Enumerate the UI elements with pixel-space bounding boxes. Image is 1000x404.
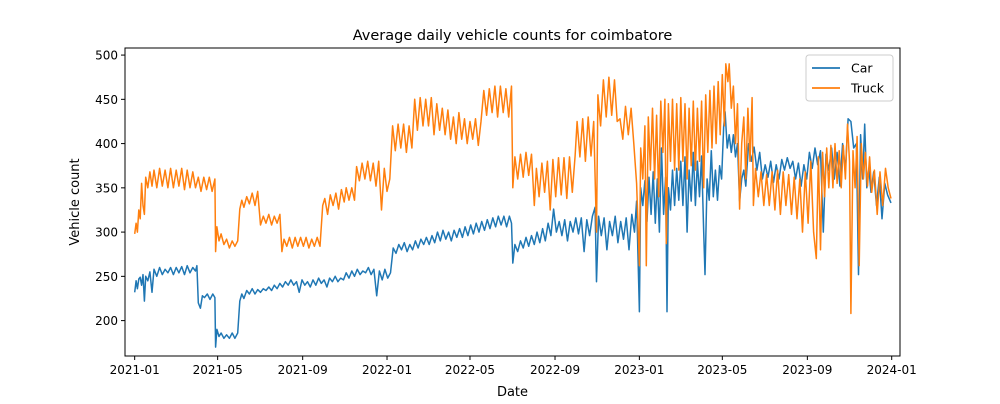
chart-title: Average daily vehicle counts for coimbat… [353,28,673,44]
x-tick-label: 2024-01 [867,363,917,377]
y-axis: 200 250 300 350 400 450 500 [95,49,125,328]
x-tick-label: 2021-05 [193,363,243,377]
y-tick-label: 250 [95,270,118,284]
legend-label-truck: Truck [850,81,885,96]
y-tick-label: 450 [95,93,118,107]
x-tick-label: 2022-09 [530,363,580,377]
x-tick-label: 2021-09 [278,363,328,377]
x-axis-label: Date [497,385,528,400]
legend: Car Truck [805,54,894,102]
y-tick-label: 400 [95,137,118,151]
x-tick-label: 2023-05 [697,363,747,377]
legend-label-car: Car [851,61,873,76]
x-tick-label: 2022-01 [362,363,412,377]
y-tick-label: 500 [95,49,118,63]
x-tick-label: 2022-05 [445,363,495,377]
legend-box [805,54,894,102]
plot-frame [124,47,901,357]
y-tick-label: 300 [95,226,118,240]
series-line-car [133,110,892,348]
y-axis-label: Vehicle count [68,158,83,245]
x-tick-label: 2023-01 [614,363,664,377]
y-tick-label: 350 [95,181,118,195]
series-layer [133,63,892,348]
x-axis: 2021-01 2021-05 2021-09 2022-01 2022-05 2022-… [110,356,917,377]
x-tick-label: 2023-09 [782,363,832,377]
x-tick-label: 2021-01 [110,363,160,377]
series-line-truck [133,63,892,315]
y-tick-label: 200 [95,314,118,328]
